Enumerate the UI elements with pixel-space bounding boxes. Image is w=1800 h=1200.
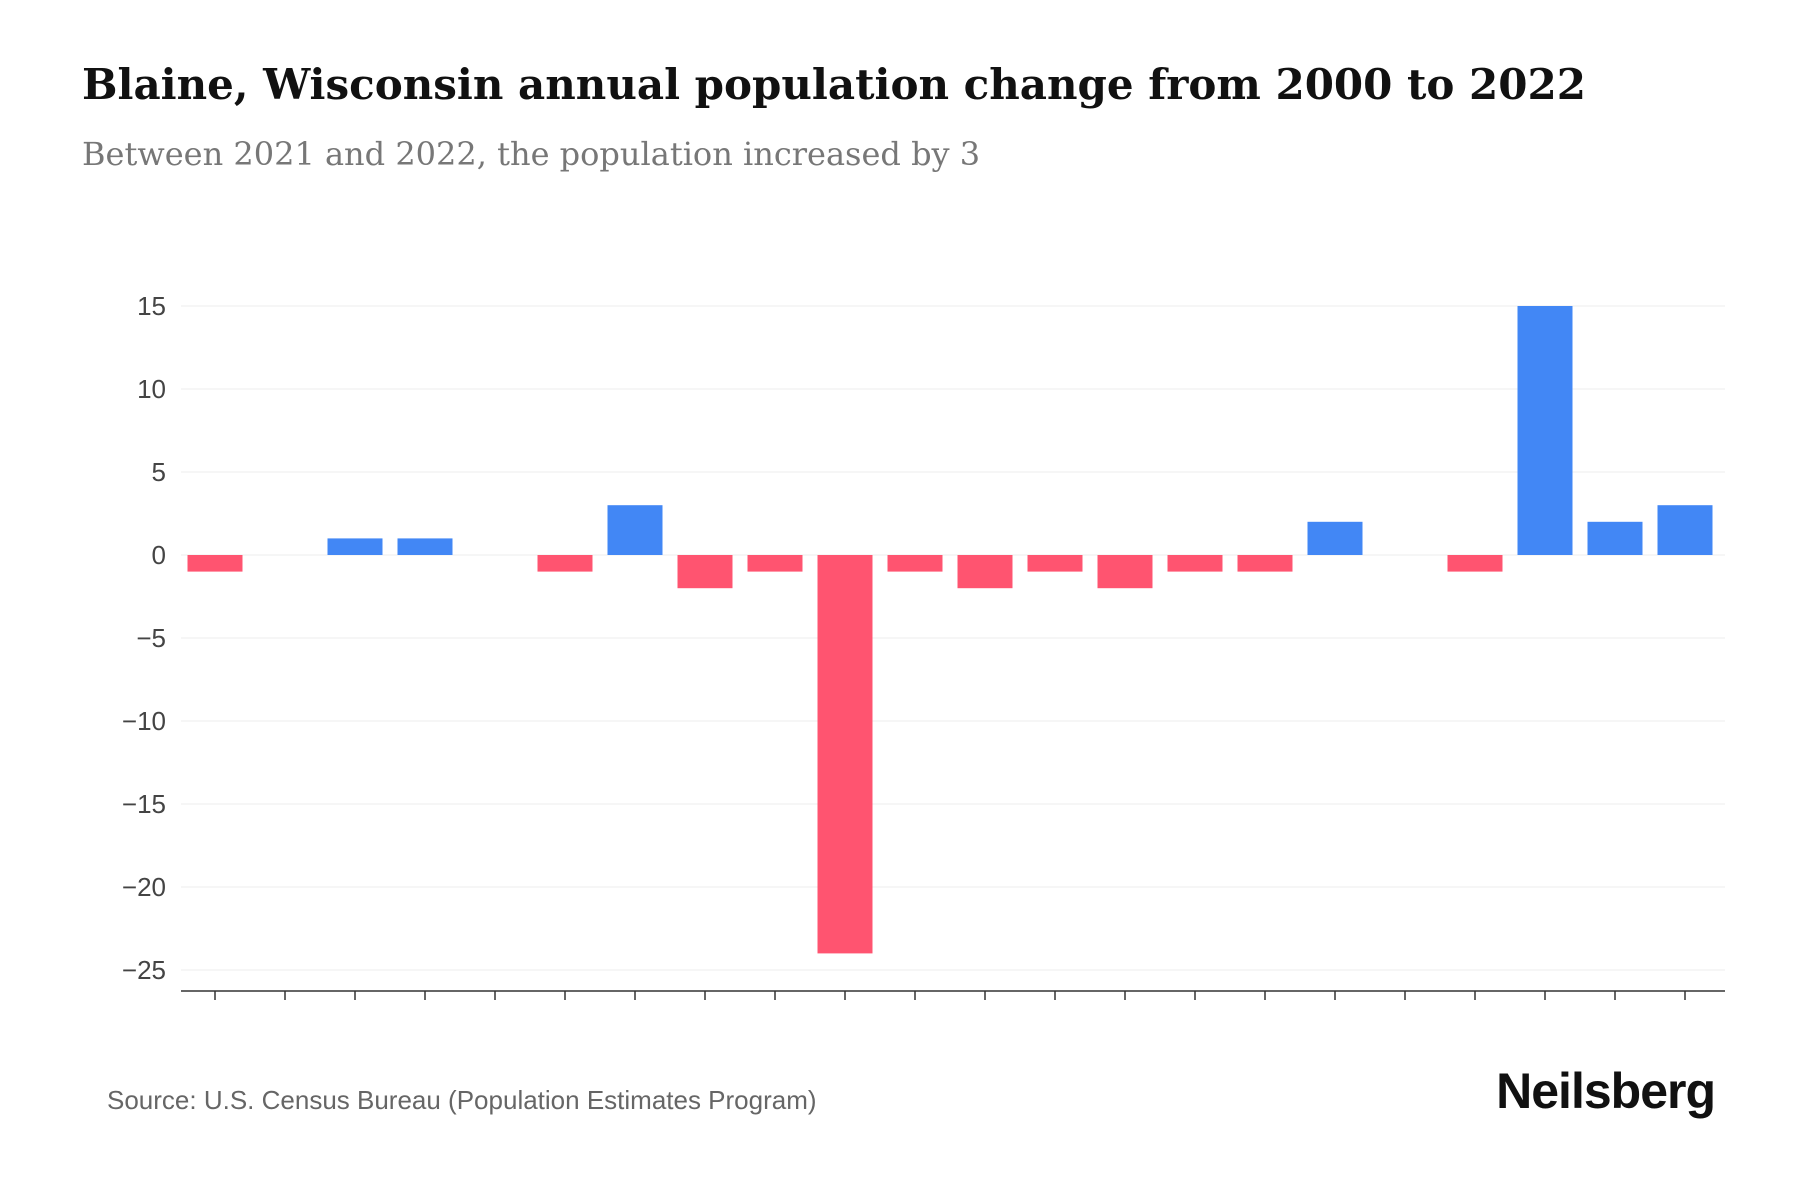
y-tick-label: 5: [152, 457, 166, 487]
bar-2012: [957, 555, 1013, 589]
y-tick-label: −10: [122, 706, 166, 736]
bar-2009: [747, 555, 803, 572]
y-tick-label: 15: [137, 291, 166, 321]
bar-2010: [817, 555, 873, 954]
bar-2006: [537, 555, 593, 572]
y-tick-label: 0: [152, 540, 166, 570]
bar-2015: [1167, 555, 1223, 572]
bar-2017: [1307, 521, 1363, 555]
bar-2007: [607, 505, 663, 555]
bar-2003: [327, 538, 383, 555]
bar-2020: [1517, 306, 1573, 555]
y-tick-label: −20: [122, 872, 166, 902]
source-note: Source: U.S. Census Bureau (Population E…: [107, 1085, 817, 1115]
y-tick-label: −5: [136, 623, 166, 653]
bar-2001: [187, 555, 243, 572]
bar-2004: [397, 538, 453, 555]
bar-2013: [1027, 555, 1083, 572]
bar-2022: [1657, 505, 1713, 555]
y-tick-label: −15: [122, 789, 166, 819]
bar-2011: [887, 555, 943, 572]
y-tick-label: 10: [137, 374, 166, 404]
chart-subtitle: Between 2021 and 2022, the population in…: [82, 135, 981, 173]
neilsberg-logo: Neilsberg: [1496, 1063, 1716, 1119]
bar-2014: [1097, 555, 1153, 589]
y-tick-label: −25: [122, 955, 166, 985]
bar-2016: [1237, 555, 1293, 572]
bar-2019: [1447, 555, 1503, 572]
bar-chart: 151050−5−10−15−20−2520012002200320042005…: [122, 291, 1725, 1000]
chart-title: Blaine, Wisconsin annual population chan…: [82, 60, 1586, 109]
bar-2008: [677, 555, 733, 589]
bar-2021: [1587, 521, 1643, 555]
